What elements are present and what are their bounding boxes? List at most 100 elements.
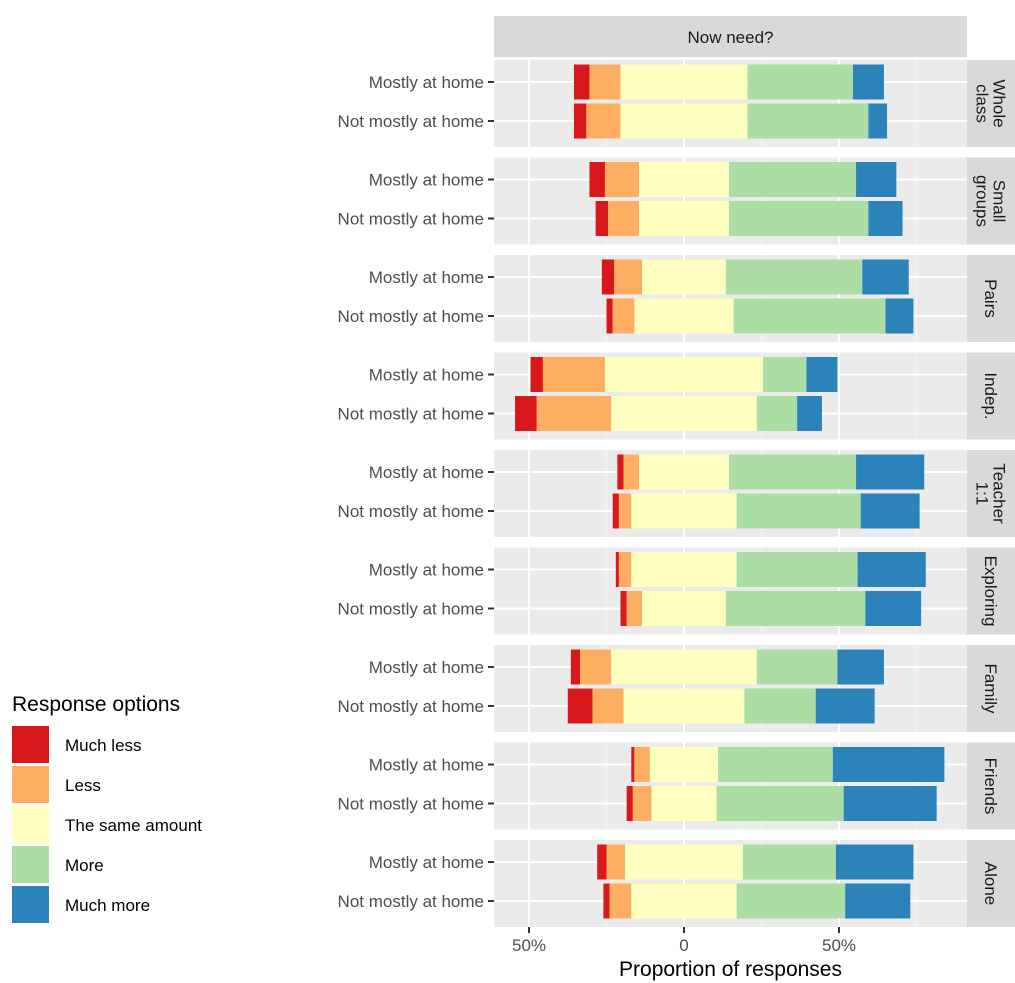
legend-swatch <box>12 846 49 883</box>
bar-segment-much-less <box>595 201 609 236</box>
facet-panel: Mostly at home Not mostly at home Alone <box>338 840 1015 927</box>
bar-segment-much-more <box>797 396 822 431</box>
y-tick-label: Mostly at home <box>369 73 484 92</box>
bar-segment-much-less <box>606 298 613 334</box>
panels-layer: Mostly at home Not mostly at home Wholecla… <box>338 60 1015 927</box>
facet-row-label: Exploring <box>981 556 1000 627</box>
facet-strip-right <box>967 157 1015 245</box>
bar-segment-more <box>725 259 863 295</box>
bar-segment-much-less <box>589 162 605 197</box>
bar-segment-much-less <box>567 688 593 724</box>
legend-items: Much less Less The same amount More Much mor… <box>12 726 202 923</box>
facet-row-label-line: 1:1 <box>973 482 992 506</box>
bar-segment-more <box>716 786 844 821</box>
bar-segment-the-same-amount <box>620 64 748 100</box>
bar-segment-more <box>736 493 861 529</box>
bar-segment-less <box>604 162 640 197</box>
facet-panel: Mostly at home Not mostly at home Family <box>338 645 1015 732</box>
bar-segment-less <box>634 747 650 782</box>
bar-segment-more <box>756 649 838 685</box>
bar-segment-more <box>736 552 858 587</box>
y-tick-label: Not mostly at home <box>338 405 484 424</box>
bar-segment-much-more <box>856 454 925 490</box>
bar-segment-the-same-amount <box>620 103 748 139</box>
bar-segment-less <box>589 64 621 100</box>
legend-label: Less <box>65 776 101 795</box>
facet-strip-right <box>967 450 1015 537</box>
bar-segment-the-same-amount <box>611 649 757 685</box>
facet-row-label-line: class <box>973 84 992 123</box>
bar-segment-much-more <box>857 552 926 587</box>
x-tick-label: 50% <box>512 936 546 955</box>
y-tick-label: Not mostly at home <box>338 795 484 814</box>
facet-row-label: Teacher1:1 <box>973 463 1009 524</box>
facet-row-label-line: Alone <box>981 862 1000 905</box>
bar-segment-less <box>606 844 626 880</box>
facet-panel: Mostly at home Not mostly at home Indep. <box>338 352 1015 440</box>
bar-segment-more <box>733 298 886 334</box>
bar-segment-much-less <box>626 786 633 821</box>
bar-segment-more <box>736 883 846 919</box>
y-tick-label: Mostly at home <box>369 756 484 775</box>
x-tick-label: 0 <box>679 936 688 955</box>
bar-segment-much-less <box>617 454 624 490</box>
bar-segment-more <box>728 162 857 197</box>
bar-segment-less <box>592 688 624 724</box>
bar-segment-the-same-amount <box>639 201 729 236</box>
legend-swatch <box>12 806 49 843</box>
facet-column-label: Now need? <box>687 28 773 47</box>
bar-segment-much-more <box>868 201 903 236</box>
facet-strip-right <box>967 255 1015 342</box>
facet-row-label: Alone <box>981 862 1000 905</box>
bar-segment-the-same-amount <box>642 591 726 626</box>
bar-segment-much-less <box>612 493 619 529</box>
legend-label: Much less <box>65 736 142 755</box>
bar-segment-less <box>612 298 635 334</box>
bar-segment-much-more <box>862 259 909 295</box>
facet-row-label-line: Teacher <box>990 463 1009 524</box>
bar-segment-less <box>580 649 612 685</box>
y-tick-label: Mostly at home <box>369 853 484 872</box>
x-axis-title: Proportion of responses <box>619 958 842 981</box>
bar-segment-much-less <box>601 259 615 295</box>
bar-segment-the-same-amount <box>651 786 717 821</box>
bar-segment-much-less <box>570 649 581 685</box>
facet-panel: Mostly at home Not mostly at home Explorin… <box>338 547 1015 635</box>
facet-row-label-line: Exploring <box>981 556 1000 627</box>
facet-row-label: Pairs <box>981 279 1000 318</box>
facet-row-label-line: Small <box>990 180 1009 223</box>
bar-segment-more <box>744 688 816 724</box>
facet-row-label-line: Friends <box>981 758 1000 815</box>
y-tick-label: Mostly at home <box>369 171 484 190</box>
bar-segment-much-less <box>573 64 590 100</box>
bar-segment-much-less <box>603 883 610 919</box>
bar-segment-less <box>609 883 632 919</box>
bar-segment-the-same-amount <box>623 688 745 724</box>
facet-strip-top: Now need? <box>494 16 967 57</box>
x-axis: 50% 0 50% <box>512 927 856 955</box>
facet-strip-right <box>967 742 1015 830</box>
bar-segment-the-same-amount <box>625 844 743 880</box>
bar-segment-much-less <box>597 844 607 880</box>
x-tick-label: 50% <box>822 936 856 955</box>
bar-segment-much-more <box>868 103 888 139</box>
facet-strip-right <box>967 60 1015 147</box>
bar-segment-the-same-amount <box>642 259 726 295</box>
legend-swatch <box>12 886 49 923</box>
facet-strip-right <box>967 352 1015 440</box>
bar-segment-less <box>618 552 632 587</box>
facet-panel: Mostly at home Not mostly at home Teacher1… <box>338 450 1015 537</box>
bar-segment-less <box>608 201 640 236</box>
bar-segment-the-same-amount <box>634 298 734 334</box>
bar-segment-less <box>632 786 652 821</box>
bar-segment-less <box>614 259 643 295</box>
y-tick-label: Not mostly at home <box>338 892 484 911</box>
bar-segment-less <box>623 454 640 490</box>
bar-segment-more <box>728 454 857 490</box>
bar-segment-the-same-amount <box>611 396 757 431</box>
bar-segment-much-more <box>837 649 884 685</box>
y-tick-label: Not mostly at home <box>338 502 484 521</box>
bar-segment-more <box>718 747 833 782</box>
y-tick-label: Mostly at home <box>369 463 484 482</box>
